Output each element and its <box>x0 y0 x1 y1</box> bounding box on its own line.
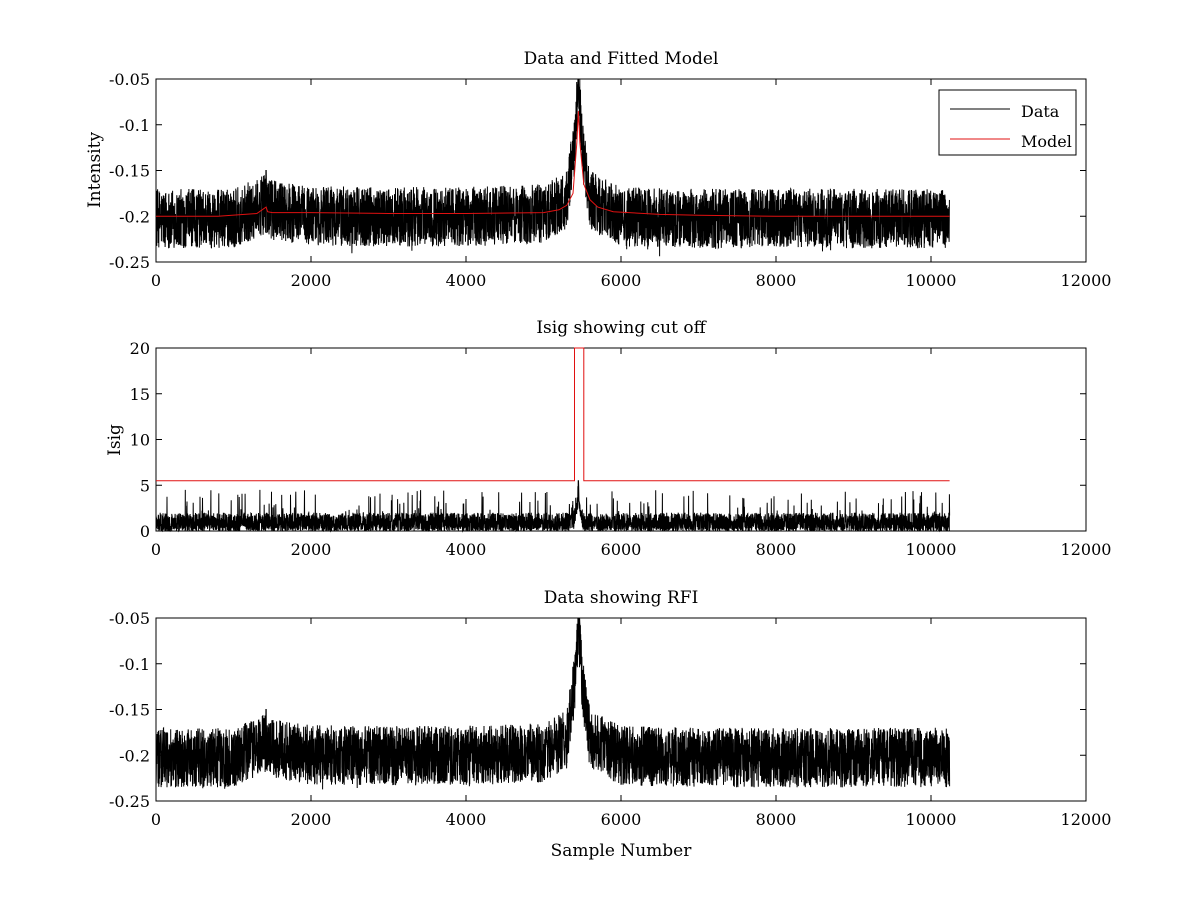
panel-2-series <box>155 347 951 533</box>
panel-3: Data showing RFI Sample Number 0 2000 4000… <box>109 588 1111 861</box>
y-tick-label: 0 <box>140 522 150 541</box>
y-tick-label: 10 <box>130 431 150 450</box>
x-tick-label: 12000 <box>1061 810 1112 829</box>
x-tick-label: 8000 <box>756 540 797 559</box>
x-tick-label: 0 <box>151 271 161 290</box>
x-tick-label: 2000 <box>291 540 332 559</box>
x-tick-label: 12000 <box>1061 271 1112 290</box>
x-tick-label: 6000 <box>601 810 642 829</box>
x-tick-label: 8000 <box>756 271 797 290</box>
panel-2-title: Isig showing cut off <box>536 318 707 338</box>
y-tick-label: -0.25 <box>109 253 150 272</box>
panel-3-series <box>155 617 951 790</box>
x-tick-label: 4000 <box>446 810 487 829</box>
signal-series-line <box>155 480 951 533</box>
signal-series-line <box>155 617 951 790</box>
legend-data-label: Data <box>1021 102 1060 121</box>
y-tick-label: 5 <box>140 476 150 495</box>
panel-1-title: Data and Fitted Model <box>524 49 719 69</box>
y-tick-label: -0.15 <box>109 701 150 720</box>
data-series-line <box>155 78 951 257</box>
panel-3-ticks: 0 2000 4000 6000 8000 10000 12000 -0.05 -0.1 -0.1… <box>109 609 1111 829</box>
x-tick-label: 4000 <box>446 271 487 290</box>
y-tick-label: -0.05 <box>109 609 150 628</box>
model-series-line <box>156 110 950 217</box>
panel-2-ticks: 0 2000 4000 6000 8000 10000 12000 0 5 10 15 20 <box>130 339 1112 559</box>
y-tick-label: -0.05 <box>109 70 150 89</box>
y-tick-label: -0.1 <box>119 655 150 674</box>
x-tick-label: 2000 <box>291 810 332 829</box>
legend-model-label: Model <box>1021 132 1072 151</box>
panel-2-axes <box>155 347 1087 532</box>
panel-3-title: Data showing RFI <box>544 588 699 608</box>
panel-3-xlabel: Sample Number <box>551 841 693 861</box>
x-tick-label: 0 <box>151 810 161 829</box>
panel-1-ylabel: Intensity <box>85 132 105 208</box>
x-tick-label: 4000 <box>446 540 487 559</box>
legend: Data Model <box>938 89 1077 156</box>
panel-1: Data and Fitted Model Intensity 0 2000 400… <box>85 49 1111 290</box>
x-tick-label: 10000 <box>906 810 957 829</box>
y-tick-label: 15 <box>130 385 150 404</box>
cutoff-series-line <box>156 347 950 482</box>
x-tick-label: 0 <box>151 540 161 559</box>
y-tick-label: -0.1 <box>119 116 150 135</box>
x-tick-label: 10000 <box>906 271 957 290</box>
panel-1-ticks: 0 2000 4000 6000 8000 10000 12000 -0.05 -0.1 -0.1… <box>109 70 1111 290</box>
y-tick-label: -0.2 <box>119 207 150 226</box>
x-tick-label: 12000 <box>1061 540 1112 559</box>
y-tick-label: -0.2 <box>119 746 150 765</box>
y-tick-label: 20 <box>130 339 150 358</box>
y-tick-label: -0.15 <box>109 162 150 181</box>
panel-2-ylabel: Isig <box>105 424 125 456</box>
x-tick-label: 10000 <box>906 540 957 559</box>
x-tick-label: 6000 <box>601 540 642 559</box>
legend-box <box>938 89 1077 156</box>
y-tick-label: -0.25 <box>109 792 150 811</box>
panel-1-series <box>155 78 951 257</box>
panel-2: Isig showing cut off Isig 0 2000 4000 6000 8… <box>105 318 1111 559</box>
x-tick-label: 6000 <box>601 271 642 290</box>
x-tick-label: 2000 <box>291 271 332 290</box>
x-tick-label: 8000 <box>756 810 797 829</box>
